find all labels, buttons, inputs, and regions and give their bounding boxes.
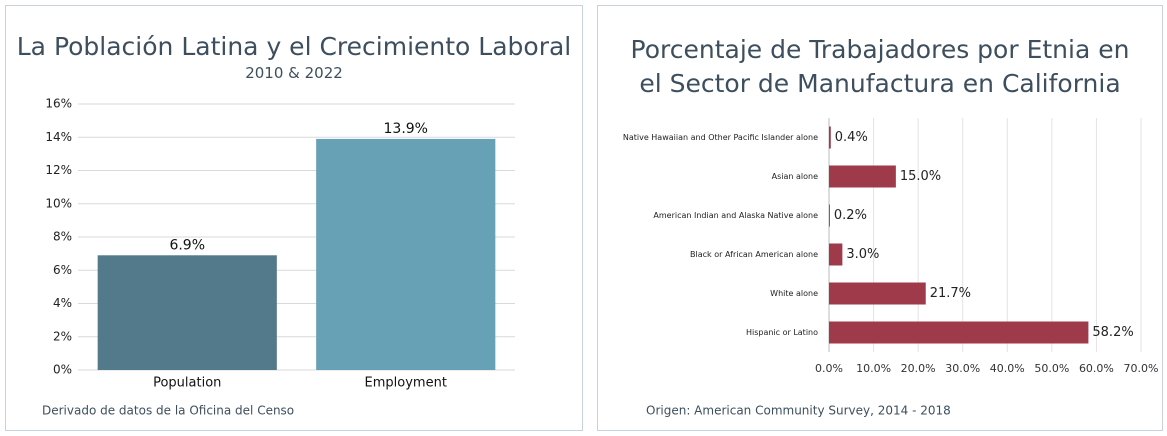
bar [829, 243, 843, 266]
data-label: 58.2% [1092, 325, 1133, 340]
bar [829, 126, 831, 149]
x-tick-label: 20.0% [901, 362, 936, 375]
bar [829, 321, 1089, 344]
y-tick-label: Black or African American alone [690, 250, 818, 259]
panel [5, 5, 583, 431]
y-tick-label: 10% [45, 196, 72, 210]
x-tick-label: 0.0% [815, 362, 843, 375]
x-tick-label: 70.0% [1124, 362, 1159, 375]
y-tick-label: 8% [53, 230, 72, 244]
y-tick-label: Asian alone [772, 172, 818, 181]
data-label: 0.4% [835, 130, 868, 145]
data-label: 13.9% [384, 121, 428, 137]
chart-title: La Población Latina y el Crecimiento Lab… [16, 32, 572, 61]
x-tick-label: 10.0% [856, 362, 891, 375]
y-tick-label: 2% [53, 329, 72, 343]
y-tick-label: 6% [53, 263, 72, 277]
y-tick-label: 0% [53, 363, 72, 377]
data-label: 0.2% [834, 208, 867, 223]
x-tick-label: 50.0% [1034, 362, 1069, 375]
y-tick-label: 12% [45, 163, 72, 177]
data-label: 21.7% [930, 286, 971, 301]
bar [829, 204, 830, 227]
data-label: 6.9% [169, 237, 205, 253]
y-tick-label: 16% [45, 97, 72, 111]
data-label: 15.0% [900, 169, 941, 184]
y-tick-label: American Indian and Alaska Native alone [653, 211, 818, 220]
note: Origen: American Community Survey, 2014 … [646, 404, 951, 418]
note: Derivado de datos de la Oficina del Cens… [42, 404, 294, 418]
y-tick-label: 4% [53, 296, 72, 310]
y-tick-label: White alone [770, 289, 818, 298]
x-tick-label: 60.0% [1079, 362, 1114, 375]
bar [316, 138, 496, 370]
bar [97, 255, 277, 370]
x-tick-label: Employment [365, 376, 447, 391]
y-tick-label: 14% [45, 130, 72, 144]
chart-subtitle: 2010 & 2022 [245, 64, 343, 82]
bar [829, 165, 896, 188]
panel [597, 5, 1163, 431]
bar [829, 282, 926, 305]
chart-title: Porcentaje de Trabajadores por Etnia en … [630, 35, 1130, 98]
y-tick-label: Hispanic or Latino [746, 328, 818, 337]
x-tick-label: Population [153, 376, 221, 391]
data-label: 3.0% [846, 247, 879, 262]
x-tick-label: 40.0% [990, 362, 1025, 375]
y-tick-label: Native Hawaiian and Other Pacific Island… [623, 133, 818, 142]
x-tick-label: 30.0% [945, 362, 980, 375]
